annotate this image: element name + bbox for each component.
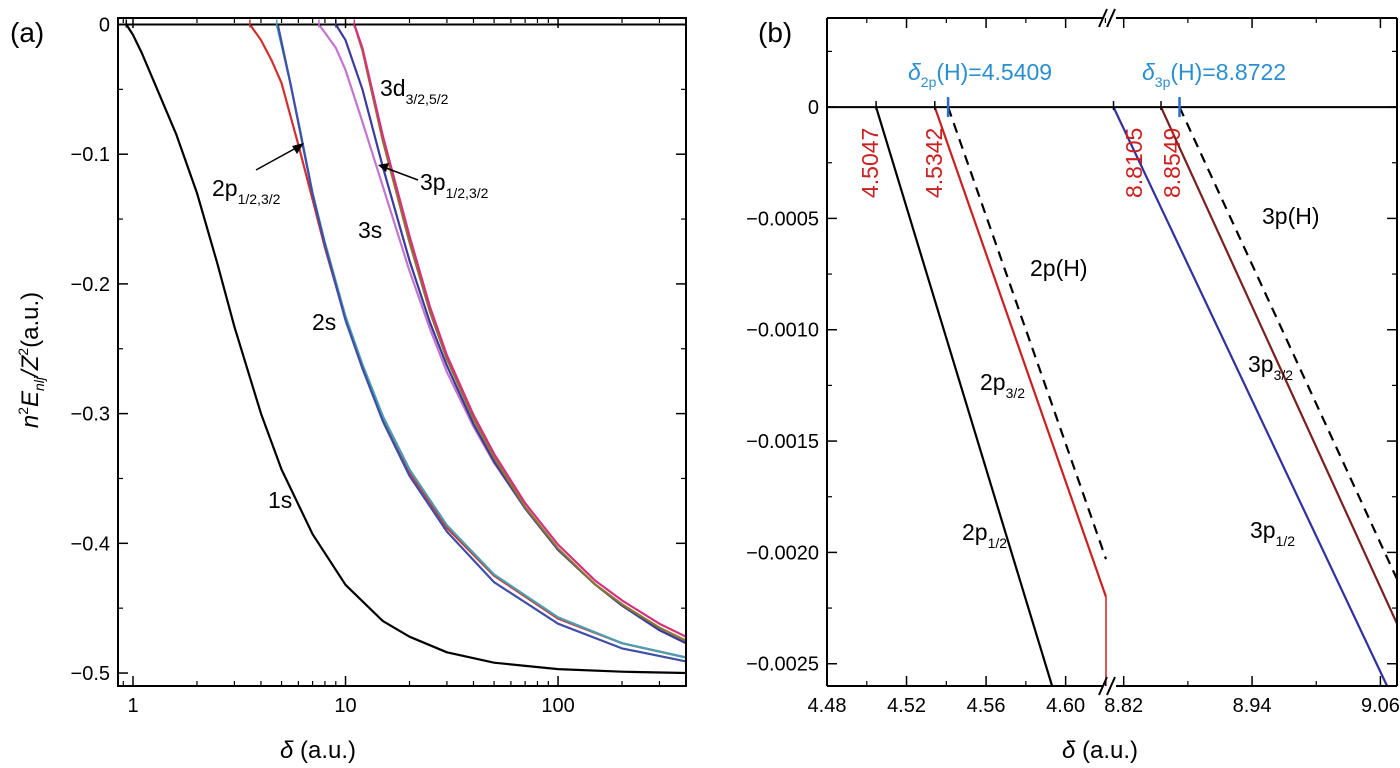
label-2s: 2s [312, 309, 336, 335]
series-line-5 [334, 23, 687, 645]
series-line-0 [875, 106, 1054, 687]
y-tick-label: −0.1 [71, 144, 110, 166]
y-tick-label: −0.0010 [746, 320, 819, 342]
panel-a-x-ticks: 1 10 100 [122, 18, 687, 717]
label-3p-3-2: 3p3/2 [1248, 351, 1293, 383]
delta-2p-annotation: δ2p(H)=4.5409 [908, 59, 1052, 90]
x-tick-label: 100 [541, 695, 574, 717]
y-tick-label: 0 [99, 14, 110, 36]
panel-b-axes [826, 8, 1398, 696]
label-2p-1-2: 2p1/2 [962, 519, 1007, 551]
axis-break-mark [1106, 676, 1116, 696]
y-tick-label: −0.0020 [746, 542, 819, 564]
series-line-4 [318, 23, 687, 643]
panel-a: (a) 1 10 100 0 −0.1 −0.2 −0.3 −0.4 −0.5 1s 2s 3… [10, 14, 687, 764]
y-tick-label: −0.0025 [746, 654, 819, 676]
series-line-1 [933, 106, 1108, 598]
threshold-label-3: 8.8105 [1121, 128, 1147, 198]
threshold-label-4: 8.8549 [1159, 128, 1185, 198]
panel-b-label: (b) [758, 17, 792, 48]
y-tick-label: 0 [808, 97, 819, 119]
y-tick-label: −0.0015 [746, 431, 819, 453]
panel-a-x-label: δ (a.u.) [280, 737, 356, 764]
panel-a-y-ticks: 0 −0.1 −0.2 −0.3 −0.4 −0.5 [71, 14, 686, 685]
threshold-label-2: 4.5342 [921, 128, 947, 198]
series-line-2 [275, 24, 687, 659]
series-line-7 [353, 24, 687, 638]
label-3p: 3p1/2,3/2 [420, 169, 489, 201]
series-line-0 [125, 23, 687, 675]
label-2p-3-2: 2p3/2 [980, 369, 1025, 401]
y-tick-label: −0.3 [71, 404, 110, 426]
panel-a-label: (a) [10, 17, 44, 48]
x-tick-label: 4.60 [1046, 695, 1085, 717]
arrow-2p [255, 143, 304, 171]
axis-break-mark [1098, 676, 1108, 696]
series-line-3 [276, 24, 687, 663]
label-3d: 3d3/2,5/2 [380, 75, 449, 107]
label-1s: 1s [268, 487, 292, 513]
label-3p-H: 3p(H) [1262, 203, 1320, 229]
series-line-5 [1178, 106, 1398, 580]
series-line-2 [947, 106, 1108, 560]
panel-b-y-ticks: 0 −0.0005 −0.0010 −0.0015 −0.0020 −0.0025 [746, 50, 1397, 676]
series-line-3 [1112, 106, 1389, 687]
x-tick-label: 8.94 [1233, 695, 1272, 717]
panel-a-y-label: n2Enlj/Z2(a.u.) [15, 292, 47, 428]
panel-a-axes [117, 17, 687, 687]
x-tick-label: 4.48 [808, 695, 847, 717]
y-tick-label: −0.5 [71, 663, 110, 685]
x-tick-label: 8.82 [1104, 695, 1143, 717]
x-tick-label: 4.56 [967, 695, 1006, 717]
x-tick-label: 4.52 [887, 695, 926, 717]
series-line-4 [1159, 106, 1399, 625]
panel-b-x-ticks: 4.48 4.52 4.56 4.60 8.82 8.94 9.06 [808, 18, 1400, 717]
series-line-6 [353, 24, 687, 642]
y-tick-label: −0.4 [71, 533, 110, 555]
panel-b: (b) 4.48 4.52 4.56 4.60 8.82 8.94 9.06 0 −0.000… [746, 8, 1400, 764]
label-3s: 3s [358, 217, 382, 243]
plot-frame [117, 17, 687, 687]
threshold-label-1: 4.5047 [857, 128, 883, 198]
y-tick-label: −0.2 [71, 274, 110, 296]
axis-break-mark [1106, 8, 1116, 28]
label-2p-H: 2p(H) [1030, 255, 1088, 281]
y-tick-label: −0.0005 [746, 208, 819, 230]
series-line-1 [249, 23, 687, 659]
arrow-3p [378, 163, 419, 181]
panel-b-threshold-ticks [875, 97, 1181, 118]
x-tick-label: 9.06 [1361, 695, 1400, 717]
x-tick-label: 10 [334, 695, 356, 717]
x-tick-label: 1 [127, 695, 138, 717]
panel-b-series [875, 106, 1399, 687]
delta-3p-annotation: δ3p(H)=8.8722 [1142, 59, 1286, 90]
axis-break-mark [1098, 8, 1108, 28]
label-3p-1-2: 3p1/2 [1250, 517, 1295, 549]
label-2p: 2p1/2,3/2 [212, 175, 281, 207]
panel-a-series [125, 23, 687, 675]
panel-b-x-label: δ (a.u.) [1062, 737, 1138, 764]
